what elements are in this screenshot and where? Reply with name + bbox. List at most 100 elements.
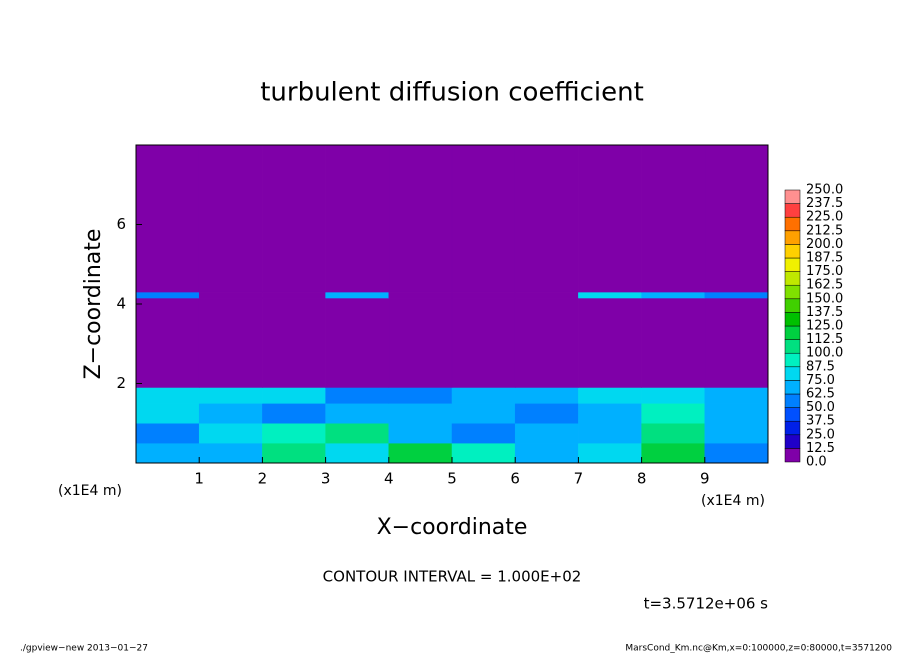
field-cell xyxy=(578,291,642,299)
x-tick-label: 3 xyxy=(321,470,331,488)
field-cell xyxy=(514,387,579,404)
field-cell xyxy=(388,403,453,424)
field-cell xyxy=(514,423,579,444)
colorbar-cell xyxy=(784,244,801,259)
field-cell xyxy=(514,403,579,424)
field-cell xyxy=(704,442,769,464)
field-cell xyxy=(198,387,263,404)
field-cell xyxy=(451,442,516,464)
colorbar-label: 187.5 xyxy=(806,251,843,266)
colorbar-label: 25.0 xyxy=(806,427,835,442)
footer-left: ./gpview−new 2013−01−27 xyxy=(20,644,148,654)
colorbar-cell xyxy=(784,284,801,300)
x-tick-label: 7 xyxy=(574,470,584,488)
field-cell xyxy=(135,442,200,464)
colorbar-cell xyxy=(784,448,801,463)
colorbar-cell xyxy=(784,393,801,408)
field-cell xyxy=(198,442,263,464)
y-unit: (x1E4 m) xyxy=(58,483,122,499)
colorbar-label: 150.0 xyxy=(806,291,843,306)
colorbar-cell xyxy=(784,420,801,436)
field-cell xyxy=(514,442,579,464)
field-cell xyxy=(704,291,769,299)
colorbar-label: 0.0 xyxy=(806,455,827,470)
field-cell xyxy=(325,297,390,388)
colorbar-cell xyxy=(784,325,801,340)
colorbar-label: 100.0 xyxy=(806,346,843,361)
field-cell xyxy=(514,297,579,388)
field-cell xyxy=(451,291,516,299)
colorbar-cell xyxy=(784,380,801,395)
colorbar-cell xyxy=(784,339,801,354)
field-cell xyxy=(135,403,200,424)
colorbar-cell xyxy=(784,366,801,381)
field-cell xyxy=(388,144,453,293)
field-cell xyxy=(388,291,453,299)
x-tick-label: 1 xyxy=(194,470,204,488)
contour-interval: CONTOUR INTERVAL = 1.000E+02 xyxy=(323,568,582,586)
field-cell xyxy=(451,387,516,404)
colorbar-label: 200.0 xyxy=(806,237,843,252)
x-tick-label: 6 xyxy=(510,470,520,488)
field-cell xyxy=(325,423,390,444)
colorbar-label: 125.0 xyxy=(806,319,843,334)
field-cell xyxy=(514,144,579,293)
field-cell xyxy=(198,297,263,388)
field-cell xyxy=(451,403,516,424)
field-cell xyxy=(262,423,326,444)
field-cell xyxy=(704,403,769,424)
field-cell xyxy=(262,144,326,293)
colorbar-cell xyxy=(784,352,801,368)
field-cell xyxy=(262,297,326,388)
field-cell xyxy=(388,387,453,404)
field-cell xyxy=(135,291,200,299)
field-cell xyxy=(135,144,200,293)
field-cell xyxy=(135,423,200,444)
colorbar-label: 137.5 xyxy=(806,305,843,320)
colorbar-cell xyxy=(784,230,801,245)
x-tick-label: 4 xyxy=(384,470,394,488)
colorbar-cell xyxy=(784,216,801,232)
field-cell xyxy=(325,291,390,299)
colorbar-label: 37.5 xyxy=(806,414,835,429)
field-cell xyxy=(135,297,200,388)
colorbar-label: 12.5 xyxy=(806,441,835,456)
colorbar-label: 87.5 xyxy=(806,359,835,374)
x-unit: (x1E4 m) xyxy=(701,493,765,509)
field-cell xyxy=(198,423,263,444)
colorbar-cell xyxy=(784,407,801,422)
field-cell xyxy=(388,297,453,388)
colorbar-label: 225.0 xyxy=(806,210,843,225)
field-cell xyxy=(135,387,200,404)
y-axis-label: Z−coordinate xyxy=(81,229,106,380)
colorbar-label: 237.5 xyxy=(806,196,843,211)
colorbar-label: 112.5 xyxy=(806,332,843,347)
y-tick-label: 6 xyxy=(116,215,126,233)
field-cell xyxy=(198,144,263,293)
field-cell xyxy=(578,442,642,464)
field-cell xyxy=(388,442,453,464)
field-cell xyxy=(578,387,642,404)
colorbar-cell xyxy=(784,271,801,286)
field-cell xyxy=(198,403,263,424)
field-cell xyxy=(578,403,642,424)
field-cell xyxy=(514,291,579,299)
field-cell xyxy=(704,144,769,293)
field-cell xyxy=(578,144,642,293)
field-cell xyxy=(325,442,390,464)
chart-title: turbulent diffusion coefficient xyxy=(260,78,644,108)
colorbar-cell xyxy=(784,312,801,327)
x-axis-label: X−coordinate xyxy=(377,515,528,540)
x-tick-label: 5 xyxy=(447,470,457,488)
field-cell xyxy=(641,387,706,404)
field-cell xyxy=(641,423,706,444)
colorbar-label: 162.5 xyxy=(806,278,843,293)
x-tick-label: 2 xyxy=(258,470,268,488)
footer-right: MarsCond_Km.nc@Km,x=0:100000,z=0:80000,t… xyxy=(625,644,892,654)
field-cell xyxy=(325,387,390,404)
x-tick-label: 9 xyxy=(700,470,710,488)
time-label: t=3.5712e+06 s xyxy=(644,595,769,613)
colorbar-cell xyxy=(784,298,801,313)
colorbar-label: 250.0 xyxy=(806,183,843,198)
